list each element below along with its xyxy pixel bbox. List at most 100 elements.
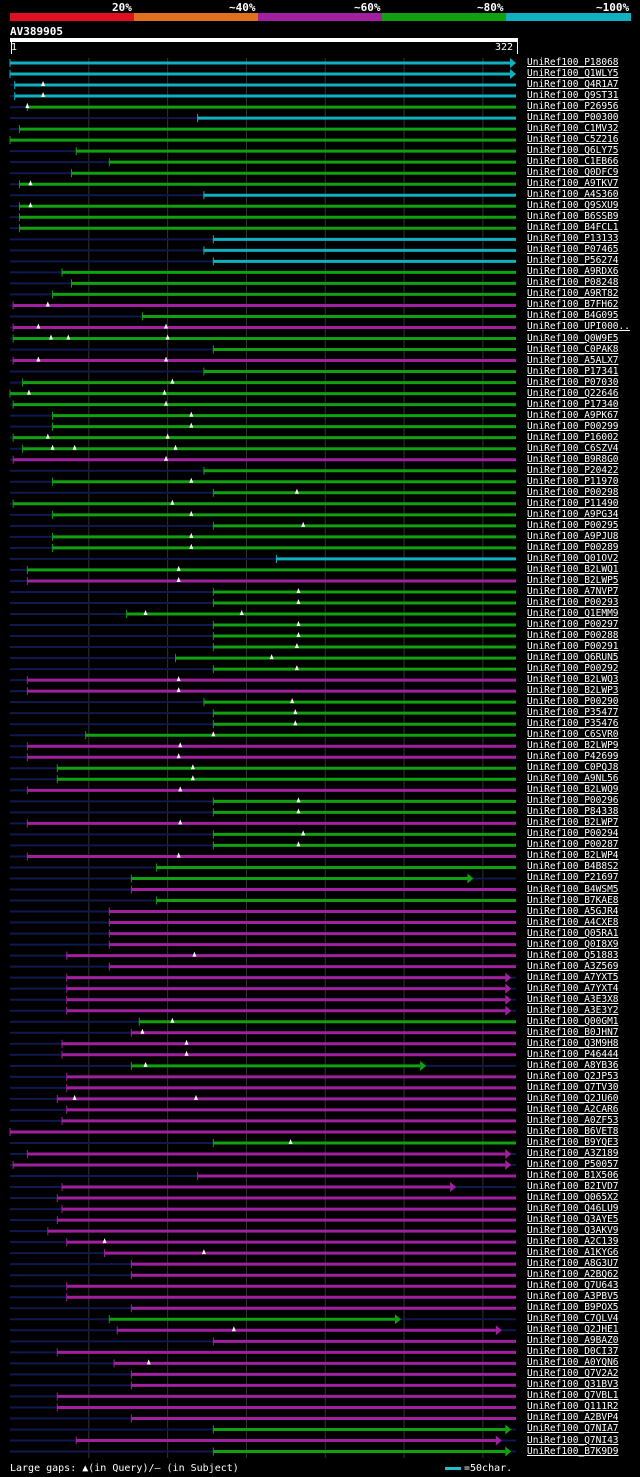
hit-label-link[interactable]: UniRef100_C1EB66	[527, 156, 619, 168]
hit-label-link[interactable]: UniRef100_A3E3X8	[527, 993, 619, 1005]
hit-label-link[interactable]: UniRef100_P00298	[527, 486, 619, 498]
hit-label-link[interactable]: UniRef100_B6SSB9	[527, 211, 619, 223]
hit-label-link[interactable]: UniRef100_Q7NI43	[527, 1434, 619, 1446]
hit-label-link[interactable]: UniRef100_A7YXT5	[527, 971, 619, 983]
hit-label-link[interactable]: UniRef100_Q9ST31	[527, 90, 619, 102]
hit-label-link[interactable]: UniRef100_D0CI37	[527, 1346, 619, 1358]
hit-label-link[interactable]: UniRef100_C5Z216	[527, 134, 619, 146]
hit-label-link[interactable]: UniRef100_Q7NIA7	[527, 1423, 619, 1435]
hit-label-link[interactable]: UniRef100_P00287	[527, 839, 619, 851]
hit-label-link[interactable]: UniRef100_A9TKV7	[527, 178, 619, 190]
hit-label-link[interactable]: UniRef100_Q0W9E5	[527, 332, 619, 344]
hit-label-link[interactable]: UniRef100_UPI000..	[527, 321, 630, 333]
hit-label-link[interactable]: UniRef100_P17341	[527, 365, 619, 377]
hit-label-link[interactable]: UniRef100_A2C139	[527, 1236, 619, 1248]
hit-label-link[interactable]: UniRef100_P16002	[527, 431, 619, 443]
hit-label-link[interactable]: UniRef100_C1MV32	[527, 123, 619, 135]
hit-label-link[interactable]: UniRef100_Q065X2	[527, 1192, 619, 1204]
hit-label-link[interactable]: UniRef100_B9R8G0	[527, 453, 619, 465]
hit-label-link[interactable]: UniRef100_Q7VBL1	[527, 1390, 619, 1402]
hit-label-link[interactable]: UniRef100_P50057	[527, 1159, 619, 1170]
hit-label-link[interactable]: UniRef100_Q2JU60	[527, 1092, 619, 1104]
hit-label-link[interactable]: UniRef100_P42699	[527, 751, 619, 763]
hit-label-link[interactable]: UniRef100_P11490	[527, 497, 619, 509]
hit-label-link[interactable]: UniRef100_A9PK67	[527, 409, 619, 421]
hit-label-link[interactable]: UniRef100_Q7U643	[527, 1280, 619, 1292]
hit-label-link[interactable]: UniRef100_P84338	[527, 806, 619, 818]
hit-label-link[interactable]: UniRef100_P00289	[527, 541, 619, 553]
hit-label-link[interactable]: UniRef100_B0JHN7	[527, 1026, 619, 1038]
hit-label-link[interactable]: UniRef100_B2LWP7	[527, 817, 619, 829]
hit-label-link[interactable]: UniRef100_A1KYG6	[527, 1247, 619, 1259]
hit-label-link[interactable]: UniRef100_P00291	[527, 641, 619, 653]
hit-label-link[interactable]: UniRef100_P35477	[527, 707, 619, 719]
hit-label-link[interactable]: UniRef100_B9POX5	[527, 1302, 619, 1314]
hit-label-link[interactable]: UniRef100_A9PG34	[527, 508, 619, 520]
hit-label-link[interactable]: UniRef100_Q22646	[527, 387, 619, 399]
hit-label-link[interactable]: UniRef100_Q1WLY5	[527, 68, 619, 80]
hit-label-link[interactable]: UniRef100_B2IVD7	[527, 1181, 619, 1193]
hit-label-link[interactable]: UniRef100_Q3AYE5	[527, 1214, 619, 1226]
hit-label-link[interactable]: UniRef100_P00294	[527, 828, 619, 840]
hit-label-link[interactable]: UniRef100_Q3M9H8	[527, 1037, 619, 1049]
hit-label-link[interactable]: UniRef100_P56274	[527, 255, 619, 267]
hit-label-link[interactable]: UniRef100_Q6RUN5	[527, 652, 619, 664]
hit-label-link[interactable]: UniRef100_C6SZV4	[527, 442, 619, 454]
hit-label-link[interactable]: UniRef100_P08248	[527, 277, 619, 289]
hit-label-link[interactable]: UniRef100_Q7V2A2	[527, 1368, 619, 1380]
hit-label-link[interactable]: UniRef100_A9RT82	[527, 288, 619, 300]
hit-label-link[interactable]: UniRef100_B2LWP9	[527, 740, 619, 752]
hit-label-link[interactable]: UniRef100_A9NL56	[527, 773, 619, 785]
hit-label-link[interactable]: UniRef100_P00292	[527, 663, 619, 675]
hit-label-link[interactable]: UniRef100_Q9SXU9	[527, 200, 619, 212]
hit-label-link[interactable]: UniRef100_Q05RA1	[527, 927, 619, 939]
hit-label-link[interactable]: UniRef100_Q0DFC9	[527, 167, 619, 179]
hit-label-link[interactable]: UniRef100_Q111R2	[527, 1401, 619, 1413]
hit-label-link[interactable]: UniRef100_A5ALX7	[527, 354, 619, 366]
hit-label-link[interactable]: UniRef100_P07030	[527, 376, 619, 388]
hit-label-link[interactable]: UniRef100_P26956	[527, 101, 619, 113]
hit-label-link[interactable]: UniRef100_P13133	[527, 233, 619, 245]
hit-label-link[interactable]: UniRef100_C6SVR0	[527, 729, 619, 741]
hit-label-link[interactable]: UniRef100_B2LWP4	[527, 850, 619, 862]
hit-label-link[interactable]: UniRef100_P00288	[527, 630, 619, 642]
hit-label-link[interactable]: UniRef100_B6VET8	[527, 1125, 619, 1137]
hit-label-link[interactable]: UniRef100_A9RDX6	[527, 266, 619, 278]
hit-label-link[interactable]: UniRef100_Q00GM1	[527, 1015, 619, 1027]
hit-label-link[interactable]: UniRef100_B2LWQ1	[527, 563, 619, 575]
hit-label-link[interactable]: UniRef100_B9YQE3	[527, 1136, 619, 1148]
hit-label-link[interactable]: UniRef100_B7KAE8	[527, 894, 619, 906]
hit-label-link[interactable]: UniRef100_Q0I8X9	[527, 938, 619, 950]
hit-label-link[interactable]: UniRef100_B1X506	[527, 1170, 619, 1182]
hit-label-link[interactable]: UniRef100_P00290	[527, 696, 619, 708]
hit-label-link[interactable]: UniRef100_Q4R1A7	[527, 79, 619, 91]
hit-label-link[interactable]: UniRef100_P21697	[527, 872, 619, 884]
hit-label-link[interactable]: UniRef100_C0PAK8	[527, 343, 619, 355]
hit-label-link[interactable]: UniRef100_Q51883	[527, 949, 619, 961]
hit-label-link[interactable]: UniRef100_A0ZF53	[527, 1114, 619, 1126]
hit-label-link[interactable]: UniRef100_A8YB36	[527, 1059, 619, 1071]
hit-label-link[interactable]: UniRef100_P17340	[527, 398, 619, 410]
hit-label-link[interactable]: UniRef100_A2BQ62	[527, 1269, 619, 1281]
hit-label-link[interactable]: UniRef100_A3E3Y2	[527, 1004, 619, 1016]
hit-label-link[interactable]: UniRef100_B2LWQ3	[527, 674, 619, 686]
hit-label-link[interactable]: UniRef100_B7K9D9	[527, 1445, 619, 1457]
hit-label-link[interactable]: UniRef100_P00293	[527, 596, 619, 608]
hit-label-link[interactable]: UniRef100_Q2JP53	[527, 1070, 619, 1082]
hit-label-link[interactable]: UniRef100_B4FCL1	[527, 222, 619, 234]
hit-label-link[interactable]: UniRef100_Q1EMM9	[527, 608, 619, 619]
hit-label-link[interactable]: UniRef100_A9PJU8	[527, 530, 619, 542]
hit-label-link[interactable]: UniRef100_A4CXE8	[527, 916, 619, 928]
hit-label-link[interactable]: UniRef100_P46444	[527, 1048, 619, 1060]
hit-label-link[interactable]: UniRef100_A4S360	[527, 189, 619, 201]
hit-label-link[interactable]: UniRef100_A7NVP7	[527, 585, 619, 597]
hit-label-link[interactable]: UniRef100_A2CAR6	[527, 1103, 619, 1115]
hit-label-link[interactable]: UniRef100_P00300	[527, 112, 619, 124]
hit-label-link[interactable]: UniRef100_B7FH62	[527, 299, 619, 311]
hit-label-link[interactable]: UniRef100_Q46LU9	[527, 1203, 619, 1215]
hit-label-link[interactable]: UniRef100_A7YXT4	[527, 982, 619, 994]
hit-label-link[interactable]: UniRef100_P20422	[527, 464, 619, 476]
hit-label-link[interactable]: UniRef100_B4G095	[527, 310, 619, 322]
hit-label-link[interactable]: UniRef100_B2LWP5	[527, 574, 619, 586]
hit-label-link[interactable]: UniRef100_A3Z189	[527, 1147, 619, 1159]
